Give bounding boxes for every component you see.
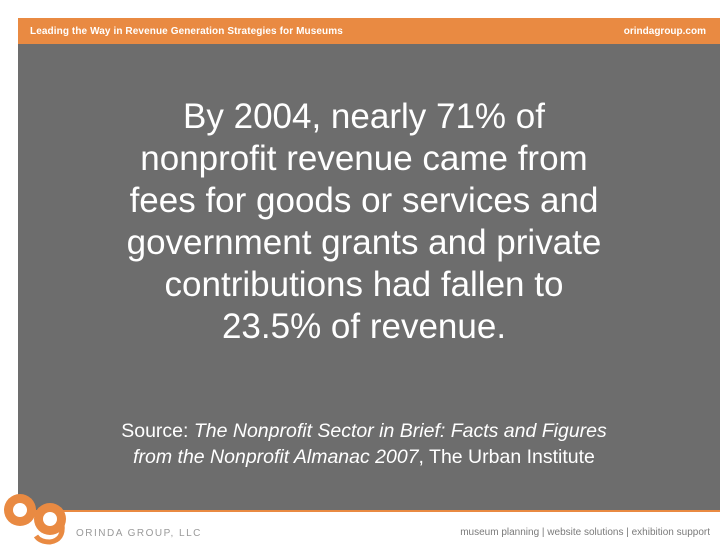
headline-line: By 2004, nearly 71% of [183, 97, 545, 136]
slide-headline: By 2004, nearly 71% of nonprofit revenue… [30, 96, 698, 348]
logo-g-hole [43, 512, 57, 526]
slide-panel [18, 44, 720, 510]
source-title: The Nonprofit Sector in Brief: Facts and… [133, 420, 607, 468]
source-suffix: , The Urban Institute [418, 446, 595, 468]
header-tagline: Leading the Way in Revenue Generation St… [30, 25, 343, 37]
source-prefix: Source: [121, 420, 194, 442]
headline-line: nonprofit revenue came from [140, 139, 588, 178]
services-list: museum planning | website solutions | ex… [460, 527, 710, 538]
footer-divider [18, 510, 720, 512]
header-site-url: orindagroup.com [623, 25, 706, 37]
headline-line: fees for goods or services and [129, 181, 599, 220]
orinda-logo-icon [4, 494, 66, 545]
headline-line: government grants and private [126, 223, 602, 262]
headline-line: 23.5% of revenue. [221, 307, 507, 346]
source-citation: Source: The Nonprofit Sector in Brief: F… [116, 418, 612, 470]
logo-o-hole [13, 503, 27, 517]
header-bar: Leading the Way in Revenue Generation St… [18, 18, 720, 44]
orinda-logo [0, 486, 80, 546]
logo-g-tail [33, 523, 65, 545]
headline-line: contributions had fallen to [164, 265, 564, 304]
company-name: ORINDA GROUP, LLC [76, 528, 202, 539]
